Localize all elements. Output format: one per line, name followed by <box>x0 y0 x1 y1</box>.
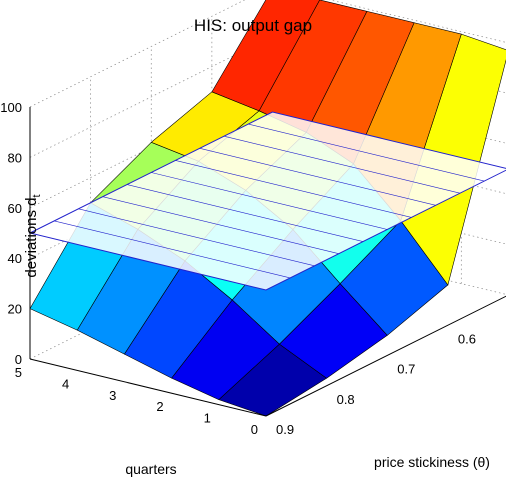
axes-layer <box>29 107 506 417</box>
x-tick-label: 1 <box>204 411 211 426</box>
z-tick-label: 100 <box>0 100 22 115</box>
surface-layer <box>28 0 506 417</box>
z-axis-label-sub: t <box>31 194 43 197</box>
reference-plane-line <box>78 208 315 267</box>
x-tick-label: 0 <box>251 422 258 437</box>
reference-plane-line <box>126 184 364 242</box>
z-axis-label-main: deviations d <box>23 198 40 278</box>
reference-plane-line <box>223 135 461 194</box>
chart-title: HIS: output gap <box>194 16 312 35</box>
axis-line <box>265 295 506 417</box>
reference-plane-line <box>248 123 485 182</box>
z-tick-label: 60 <box>8 201 22 216</box>
reference-plane-line <box>151 172 388 230</box>
z-tick-label: 0 <box>15 352 22 367</box>
x-tick-label: 3 <box>109 388 116 403</box>
z-tick-label: 20 <box>8 302 22 317</box>
reference-plane-line <box>102 196 339 254</box>
y-tick-label: 0.8 <box>337 392 355 407</box>
surface-patch <box>211 0 320 112</box>
z-axis-label: deviations dt <box>23 194 43 277</box>
y-tick-label: 0.7 <box>397 362 415 377</box>
z-tick-label: 80 <box>8 150 22 165</box>
x-tick-label: 4 <box>62 376 69 391</box>
reference-plane-line <box>199 148 436 206</box>
y-tick-label: 0.6 <box>458 331 476 346</box>
reference-plane-line <box>54 220 291 279</box>
x-tick-label: 5 <box>15 365 22 380</box>
y-axis-label: price stickiness (θ) <box>374 454 490 470</box>
x-axis-label: quarters <box>125 461 176 477</box>
y-tick-label: 0.9 <box>276 422 294 437</box>
z-tick-label: 40 <box>8 251 22 266</box>
grid-line-z <box>29 0 506 108</box>
axis-line <box>29 358 267 417</box>
x-tick-label: 2 <box>156 399 163 414</box>
reference-plane-line <box>175 160 412 218</box>
